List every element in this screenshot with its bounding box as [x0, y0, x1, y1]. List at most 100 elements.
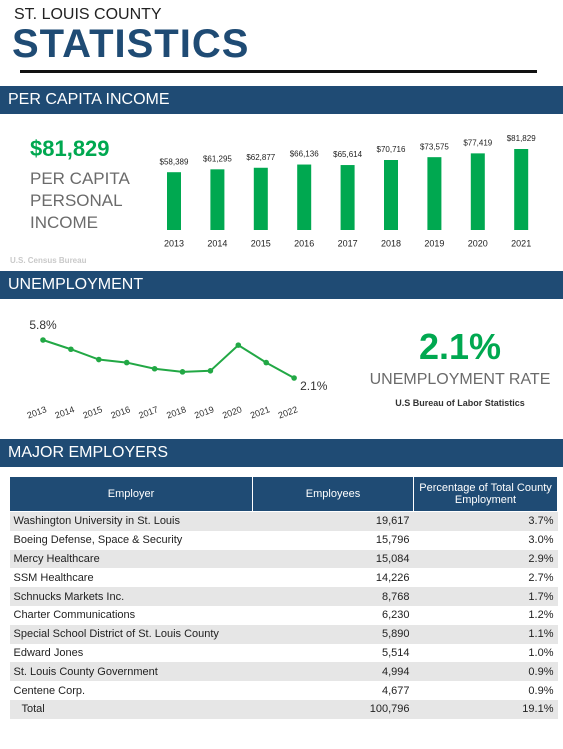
table-cell: Charter Communications	[13, 609, 136, 622]
table-cell: 3.0%	[528, 534, 554, 547]
section-heading: UNEMPLOYMENT	[0, 271, 563, 299]
income-value: $81,829	[30, 136, 110, 161]
table-cell: St. Louis County Government	[9, 662, 253, 682]
table-cell: 19,617	[252, 511, 414, 531]
table-cell: 2.7%	[528, 571, 554, 584]
label-line: PER CAPITA	[30, 169, 130, 188]
x-tick-label: 2019	[424, 238, 444, 248]
table-cell: Total	[9, 699, 253, 719]
label-line: PERSONAL	[30, 191, 123, 210]
unemployment-value: 2.1%	[418, 326, 502, 367]
x-tick-label: 2014	[54, 404, 76, 420]
table-cell: 6,230	[381, 609, 410, 622]
table-cell: 5,514	[381, 646, 410, 659]
table-row: Schnucks Markets Inc. 8,768 1.7%	[9, 587, 558, 606]
table-row: Mercy Healthcare 15,084 2.9%	[9, 549, 558, 569]
source: U.S Bureau of Labor Statistics	[395, 398, 525, 408]
source: U.S. Census Bureau	[10, 256, 87, 265]
table-cell: 0.9%	[413, 662, 558, 682]
value-label: $73,575	[420, 142, 449, 151]
x-tick-label: 2018	[165, 404, 187, 420]
table-cell: 5,890	[252, 624, 414, 644]
table-cell: 8,768	[252, 587, 414, 606]
table-cell: 100,796	[252, 699, 414, 719]
table-cell: 14,226	[375, 571, 410, 584]
title: STATISTICS	[12, 22, 250, 66]
table-cell: 19.1%	[413, 699, 558, 719]
table-cell: Special School District of St. Louis Cou…	[9, 624, 253, 644]
point	[123, 359, 130, 366]
table-cell: 3.7%	[413, 511, 558, 531]
table-cell: Schnucks Markets Inc.	[9, 587, 253, 606]
x-tick-label: 2017	[137, 404, 159, 420]
value-label: $77,419	[463, 138, 492, 147]
x-tick-label: 2014	[207, 238, 227, 248]
bar	[340, 165, 355, 230]
income-label: PER CAPITA PERSONAL INCOME	[30, 168, 130, 234]
table-cell: 15,084	[252, 549, 414, 569]
income-chart: $58,389 2013 $61,295 2014 $62,877 2015 $66,136…	[160, 134, 537, 248]
bar	[210, 169, 225, 230]
subtitle: ST. LOUIS COUNTY	[14, 6, 162, 23]
table-row: SSM Healthcare 14,226 2.7%	[10, 568, 558, 587]
rule	[20, 70, 537, 73]
table-cell: 1.0%	[528, 646, 554, 659]
table-row: Washington University in St. Louis 19,617…	[9, 511, 558, 531]
point	[96, 356, 102, 363]
table-cell: Mercy Healthcare	[9, 549, 253, 569]
table-row: St. Louis County Government 4,994 0.9%	[9, 662, 558, 682]
table-cell: Centene Corp.	[13, 684, 86, 697]
point	[263, 359, 270, 366]
table-cell: 0.9%	[528, 684, 554, 697]
x-tick-label: 2020	[468, 238, 488, 248]
value-label: $62,877	[246, 153, 275, 162]
table-cell: 1.7%	[413, 587, 558, 606]
x-tick-label: 2015	[81, 404, 103, 420]
point	[151, 365, 158, 372]
table-row: Special School District of St. Louis Cou…	[9, 624, 558, 644]
table-cell: 1.1%	[413, 624, 558, 644]
column-header: Employer	[9, 476, 253, 512]
x-tick-label: 2013	[26, 404, 48, 420]
line	[42, 339, 295, 379]
unemployment-chart: 5.8% 2013 2014 2015 2016 2017 2018 2019 2020 2021…	[26, 318, 328, 420]
x-tick-label: 2013	[164, 238, 184, 248]
point	[207, 368, 214, 374]
table-row: Edward Jones 5,514 1.0%	[10, 644, 558, 663]
point	[291, 375, 297, 381]
unemployment-label: UNEMPLOYMENT RATE	[369, 371, 551, 388]
table-row: Total 100,796 19.1%	[9, 699, 558, 719]
x-tick-label: 2020	[221, 404, 243, 420]
column-header: Employees	[252, 476, 414, 512]
value-label: 2.1%	[300, 379, 328, 393]
point	[179, 369, 186, 375]
column-header: Percentage of Total County Employment	[413, 476, 558, 512]
employers-table: Employer Employees Percentage of Total C…	[9, 476, 558, 719]
x-tick-label: 2022	[277, 404, 299, 420]
section-heading: MAJOR EMPLOYERS	[0, 439, 563, 467]
x-tick-label: 2021	[249, 404, 271, 420]
table-cell: 1.2%	[528, 609, 554, 622]
section-heading: PER CAPITA INCOME	[0, 86, 563, 114]
value-label: $61,295	[203, 154, 232, 163]
point	[235, 342, 242, 348]
value-label: 5.8%	[29, 318, 57, 332]
bar	[514, 149, 529, 230]
table-cell: 2.9%	[413, 549, 558, 569]
value-label: $70,716	[377, 145, 406, 154]
bar	[297, 164, 312, 230]
bar	[427, 157, 442, 230]
value-label: $65,614	[333, 150, 362, 159]
point	[40, 337, 46, 343]
table-row: Boeing Defense, Space & Security 15,796 3.…	[10, 531, 558, 550]
table-cell: 4,677	[381, 684, 410, 697]
x-tick-label: 2016	[109, 404, 131, 420]
table-row: Charter Communications 6,230 1.2%	[10, 606, 558, 625]
value-label: $66,136	[290, 150, 319, 159]
table-cell: Boeing Defense, Space & Security	[13, 534, 183, 547]
table-row: Centene Corp. 4,677 0.9%	[10, 681, 558, 700]
bar	[384, 160, 398, 230]
table-cell: Washington University in St. Louis	[9, 511, 253, 531]
x-tick-label: 2017	[338, 238, 358, 248]
